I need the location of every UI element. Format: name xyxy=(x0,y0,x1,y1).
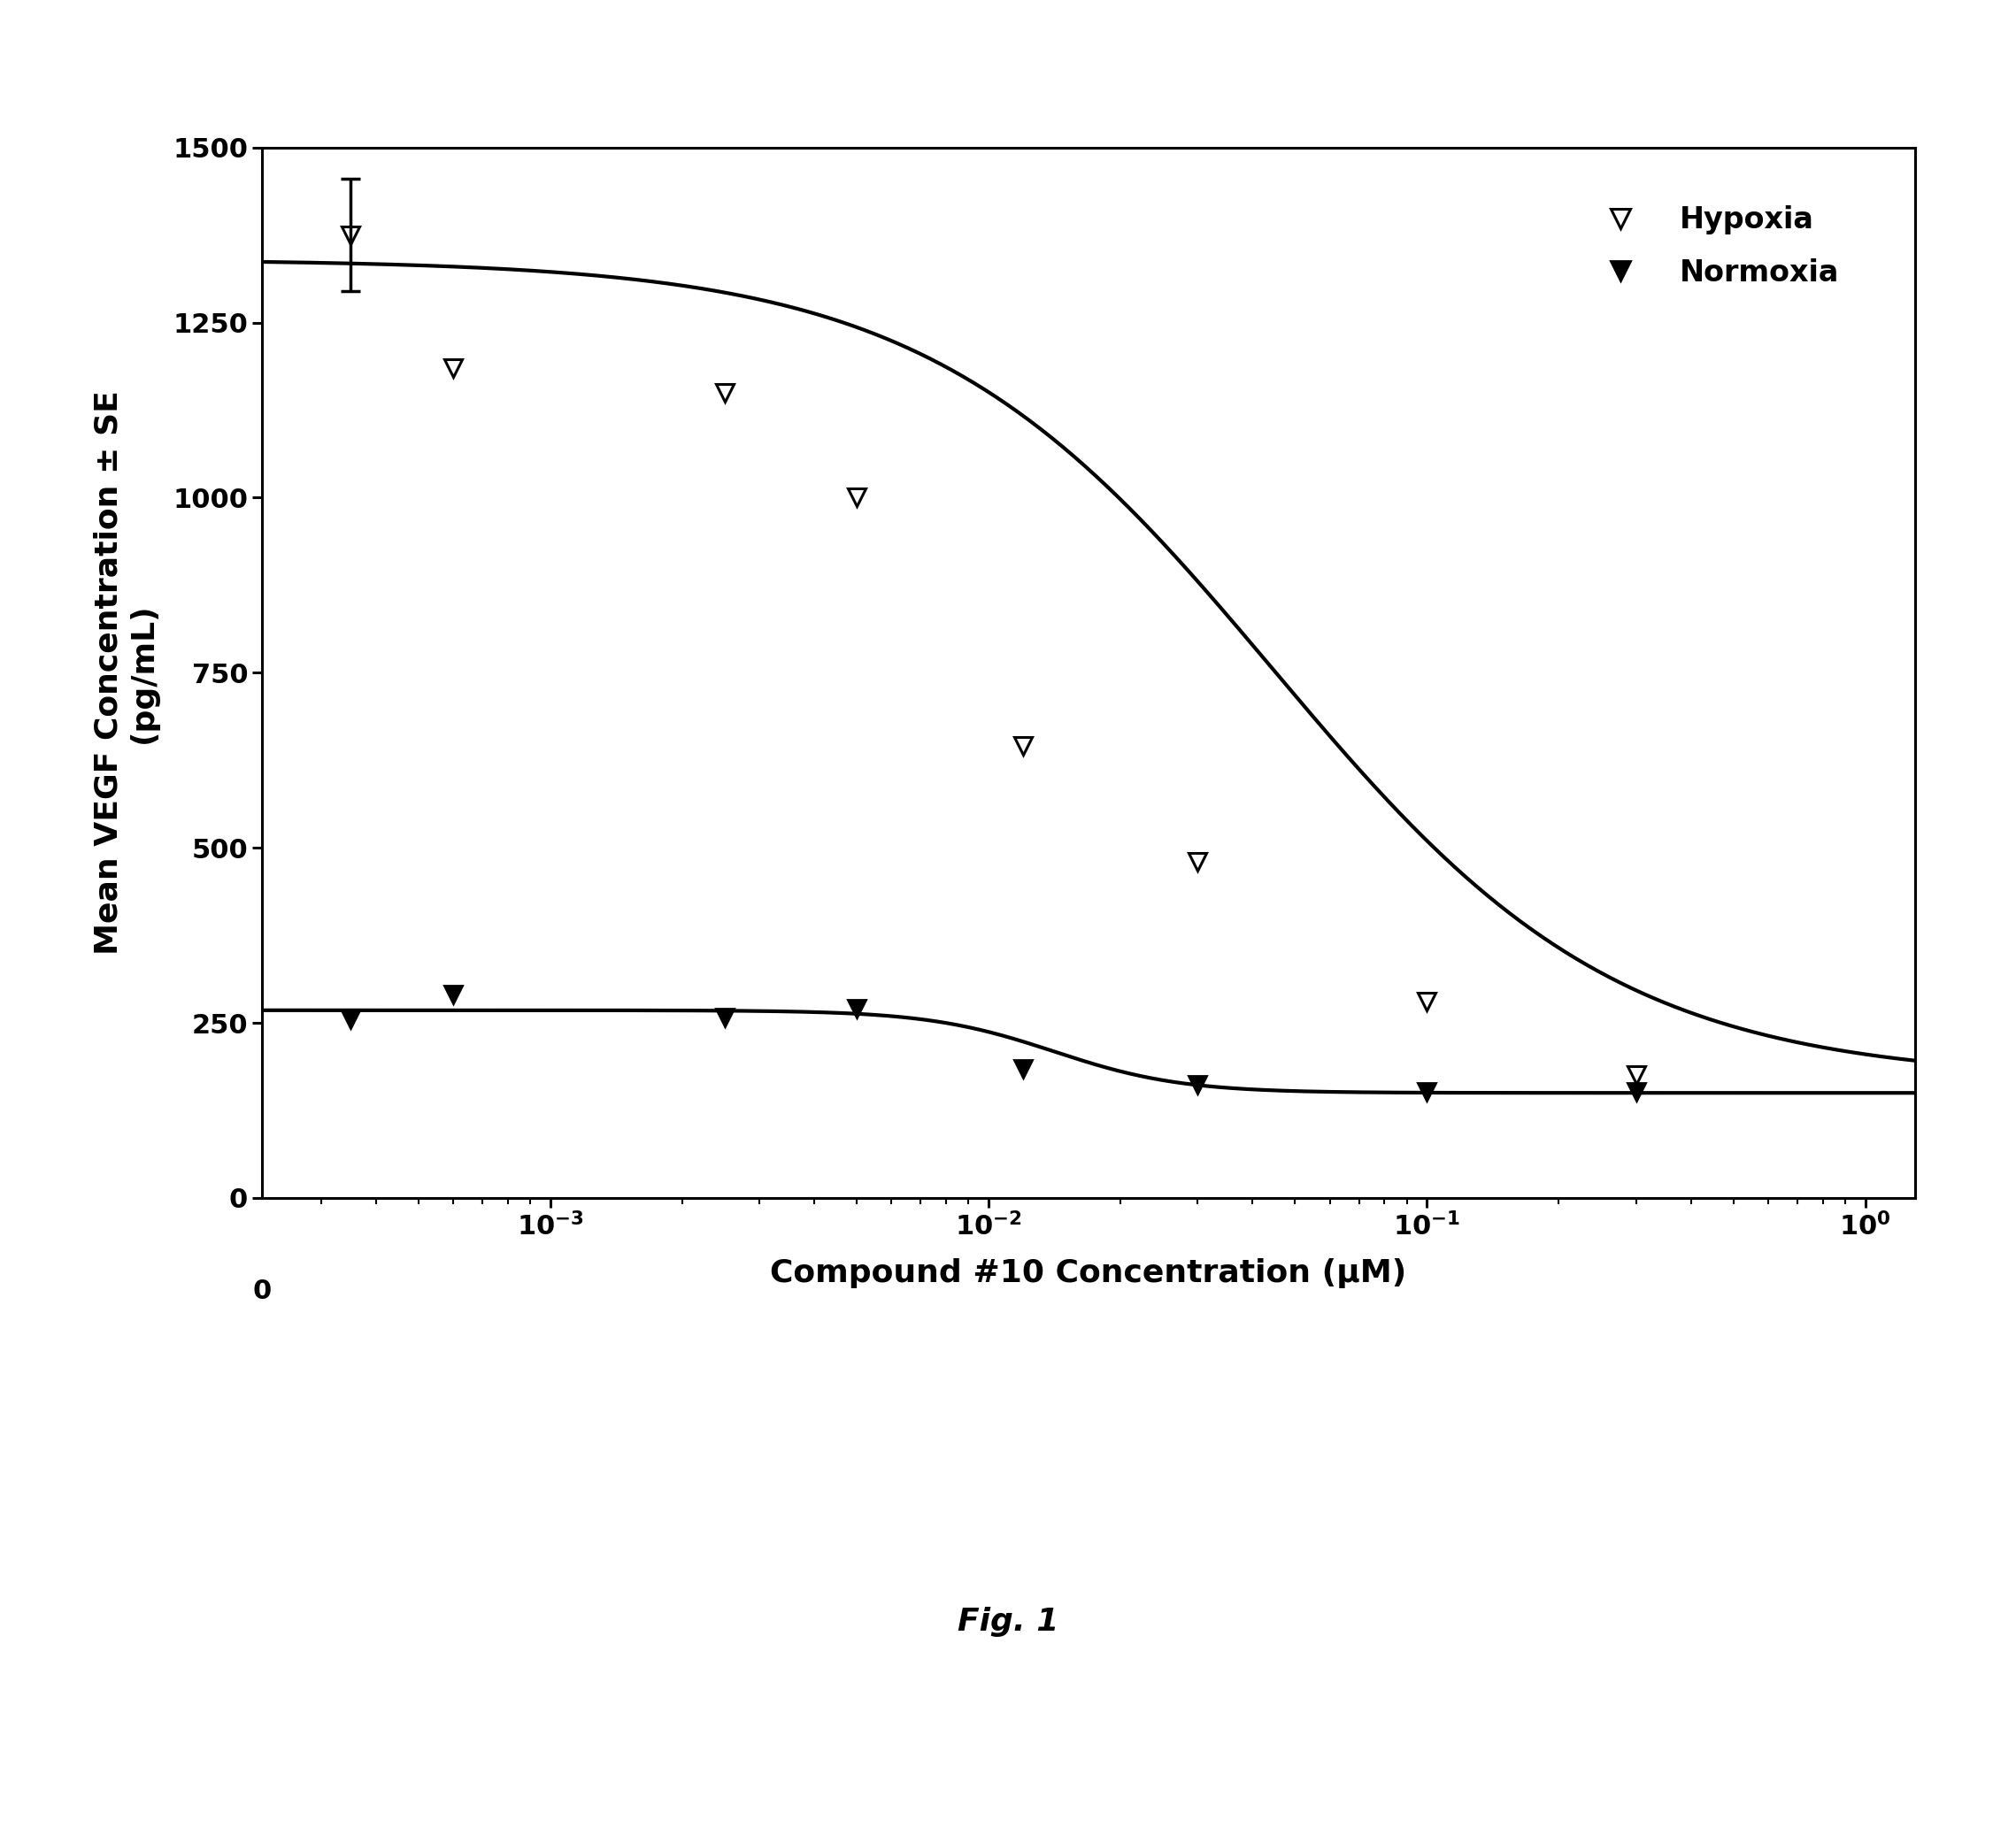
Hypoxia xyxy=(1185,851,1210,874)
Hypoxia xyxy=(339,225,363,247)
Normoxia xyxy=(1625,1080,1649,1102)
Normoxia xyxy=(845,997,869,1019)
X-axis label: Compound #10 Concentration (μM): Compound #10 Concentration (μM) xyxy=(770,1259,1407,1288)
Y-axis label: Mean VEGF Concentration ± SE
(pg/mL): Mean VEGF Concentration ± SE (pg/mL) xyxy=(93,391,157,955)
Line: Hypoxia: Hypoxia xyxy=(343,227,1645,1084)
Text: Fig. 1: Fig. 1 xyxy=(958,1607,1058,1637)
Normoxia xyxy=(1012,1058,1036,1080)
Normoxia xyxy=(712,1006,736,1028)
Hypoxia xyxy=(1415,992,1439,1014)
Text: 0: 0 xyxy=(252,1279,272,1305)
Hypoxia xyxy=(1625,1065,1649,1087)
Hypoxia xyxy=(1012,735,1036,757)
Line: Normoxia: Normoxia xyxy=(343,986,1645,1100)
Normoxia xyxy=(339,1008,363,1030)
Hypoxia xyxy=(712,382,736,404)
Normoxia xyxy=(1185,1073,1210,1095)
Hypoxia xyxy=(845,487,869,509)
Hypoxia xyxy=(442,358,466,380)
Normoxia xyxy=(1415,1080,1439,1102)
Legend: Hypoxia, Normoxia: Hypoxia, Normoxia xyxy=(1579,194,1851,299)
Normoxia xyxy=(442,984,466,1006)
